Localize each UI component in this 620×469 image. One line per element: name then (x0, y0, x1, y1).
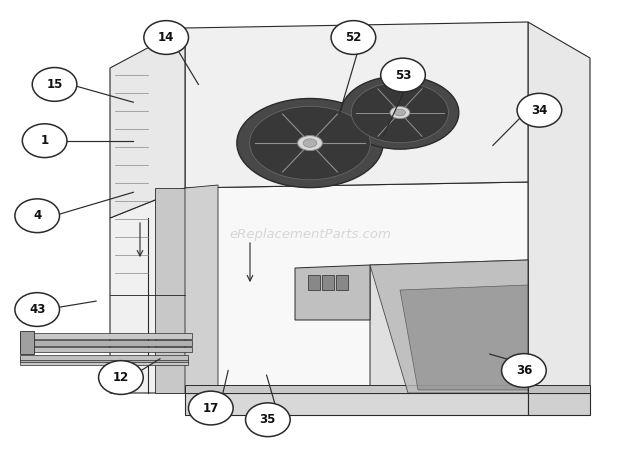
Polygon shape (370, 260, 528, 393)
Polygon shape (20, 360, 188, 365)
Ellipse shape (390, 106, 410, 119)
Circle shape (517, 93, 562, 127)
Text: 15: 15 (46, 78, 63, 91)
Polygon shape (308, 275, 320, 290)
Circle shape (22, 124, 67, 158)
Polygon shape (528, 393, 590, 415)
Polygon shape (20, 333, 192, 339)
Polygon shape (336, 275, 348, 290)
Polygon shape (110, 28, 185, 218)
Polygon shape (185, 385, 528, 393)
Text: 12: 12 (113, 371, 129, 384)
Polygon shape (185, 393, 528, 415)
Polygon shape (185, 182, 528, 393)
Polygon shape (20, 347, 192, 352)
Text: 53: 53 (395, 68, 411, 82)
Text: 1: 1 (40, 134, 49, 147)
Circle shape (144, 21, 188, 54)
Text: 34: 34 (531, 104, 547, 117)
Ellipse shape (394, 109, 405, 116)
Circle shape (15, 293, 60, 326)
Text: 52: 52 (345, 31, 361, 44)
Polygon shape (528, 22, 590, 393)
Polygon shape (155, 188, 185, 393)
Circle shape (246, 403, 290, 437)
Text: 36: 36 (516, 364, 532, 377)
Circle shape (331, 21, 376, 54)
Text: 43: 43 (29, 303, 45, 316)
Ellipse shape (341, 76, 459, 149)
Polygon shape (528, 385, 590, 393)
Polygon shape (20, 331, 34, 354)
Ellipse shape (303, 139, 317, 147)
Ellipse shape (352, 83, 448, 143)
Text: eReplacementParts.com: eReplacementParts.com (229, 228, 391, 241)
Polygon shape (322, 275, 334, 290)
Text: 14: 14 (158, 31, 174, 44)
Ellipse shape (237, 98, 383, 188)
Polygon shape (295, 265, 370, 320)
Text: 17: 17 (203, 401, 219, 415)
Circle shape (99, 361, 143, 394)
Circle shape (502, 354, 546, 387)
Text: 35: 35 (260, 413, 276, 426)
Polygon shape (185, 22, 528, 188)
Polygon shape (20, 340, 192, 346)
Ellipse shape (250, 106, 370, 180)
Circle shape (15, 199, 60, 233)
Ellipse shape (298, 136, 322, 151)
Circle shape (381, 58, 425, 92)
Polygon shape (400, 285, 528, 390)
Text: 4: 4 (33, 209, 42, 222)
Circle shape (188, 391, 233, 425)
Circle shape (32, 68, 77, 101)
Polygon shape (370, 260, 528, 393)
Polygon shape (185, 185, 218, 393)
Polygon shape (110, 188, 185, 393)
Polygon shape (20, 356, 188, 360)
Polygon shape (20, 357, 188, 362)
